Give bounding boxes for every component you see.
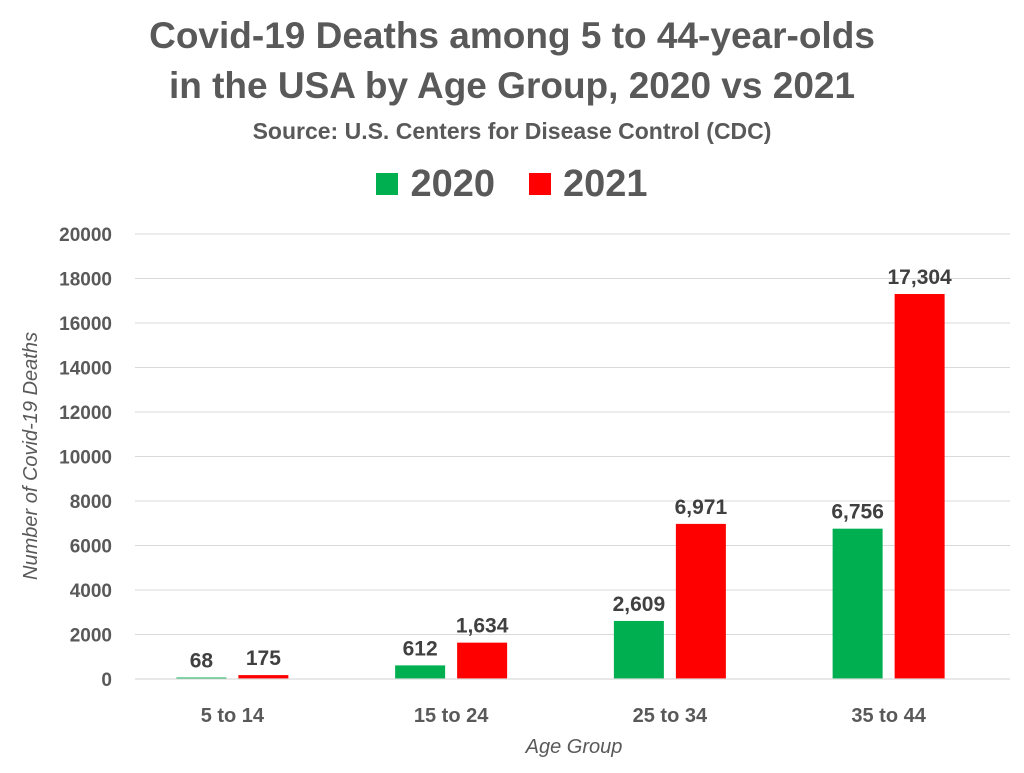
legend-label-2021: 2021 — [563, 163, 648, 205]
x-tick-label: 15 to 24 — [414, 705, 489, 727]
data-label: 612 — [403, 637, 438, 660]
data-label: 1,634 — [456, 615, 509, 638]
chart-title: Covid-19 Deaths among 5 to 44-year-olds — [149, 15, 875, 56]
data-label: 6,756 — [831, 501, 884, 524]
y-tick-label: 10000 — [59, 448, 112, 469]
bar-2020-3 — [832, 528, 883, 679]
bar-2021-3 — [894, 293, 945, 679]
chart-title-line2: in the USA by Age Group, 2020 vs 2021 — [168, 65, 856, 106]
legend-swatch-2021 — [529, 173, 551, 195]
y-tick-label: 14000 — [59, 359, 112, 380]
legend-swatch-2020 — [376, 173, 399, 195]
legend: 2020 2021 — [0, 162, 1024, 206]
legend-item-2021: 2021 — [529, 162, 648, 206]
bar-2021-2 — [675, 523, 726, 679]
data-label: 175 — [246, 647, 281, 670]
data-label: 17,304 — [888, 266, 953, 289]
bar-2020-2 — [613, 620, 664, 679]
data-label: 2,609 — [613, 593, 666, 616]
y-axis-label: Number of Covid-19 Deaths — [20, 332, 42, 580]
data-label: 6,971 — [675, 496, 728, 519]
x-tick-label: 35 to 44 — [851, 705, 926, 727]
y-tick-label: 20000 — [59, 225, 112, 246]
y-tick-label: 8000 — [70, 492, 112, 513]
bar-2020-1 — [395, 665, 446, 679]
y-tick-label: 18000 — [59, 270, 112, 291]
x-tick-label: 25 to 34 — [633, 705, 708, 727]
y-tick-label: 2000 — [70, 626, 112, 647]
y-tick-label: 16000 — [59, 314, 112, 335]
x-tick-label: 5 to 14 — [201, 705, 265, 727]
bar-2021-1 — [457, 642, 508, 679]
bar-2020-0 — [176, 677, 227, 679]
legend-label-2020: 2020 — [410, 163, 495, 205]
y-tick-label: 12000 — [59, 403, 112, 424]
axes: 0 2000 4000 6000 8000 10000 12000 14000 16000 180… — [59, 225, 1010, 727]
y-tick-label: 0 — [101, 670, 112, 691]
data-label: 68 — [190, 649, 214, 672]
y-tick-label: 4000 — [70, 581, 112, 602]
bar-2021-0 — [238, 675, 289, 679]
y-tick-label: 6000 — [70, 537, 112, 558]
x-axis-label: Age Group — [525, 736, 623, 758]
bars — [176, 293, 945, 679]
data-labels: 68 175 612 1,634 2,609 6,971 6,756 17,304 — [190, 266, 952, 673]
chart-subtitle: Source: U.S. Centers for Disease Control… — [252, 118, 772, 144]
legend-item-2020: 2020 — [376, 162, 495, 206]
